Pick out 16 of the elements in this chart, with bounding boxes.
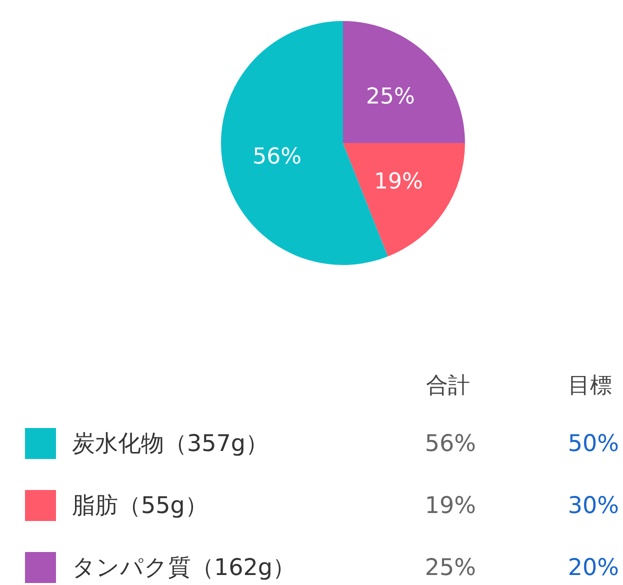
- data-label: 56%: [252, 144, 302, 170]
- data-label: 19%: [374, 169, 423, 194]
- legend-label: 脂肪（55g）: [72, 493, 208, 520]
- text: 目標: [568, 374, 612, 399]
- text: 30%: [568, 493, 619, 520]
- data-label: 25%: [366, 84, 415, 110]
- text: 19%: [424, 493, 476, 520]
- text: 20%: [568, 555, 619, 582]
- text: 50%: [568, 431, 619, 458]
- text: 25%: [424, 555, 476, 582]
- text: 56%: [424, 431, 476, 458]
- pie-slice: [343, 143, 465, 256]
- pie-slice: [343, 21, 465, 143]
- text: 合計: [426, 374, 470, 399]
- legend-label: 炭水化物（357g）: [72, 431, 268, 458]
- legend-label: タンパク質（162g）: [72, 555, 296, 582]
